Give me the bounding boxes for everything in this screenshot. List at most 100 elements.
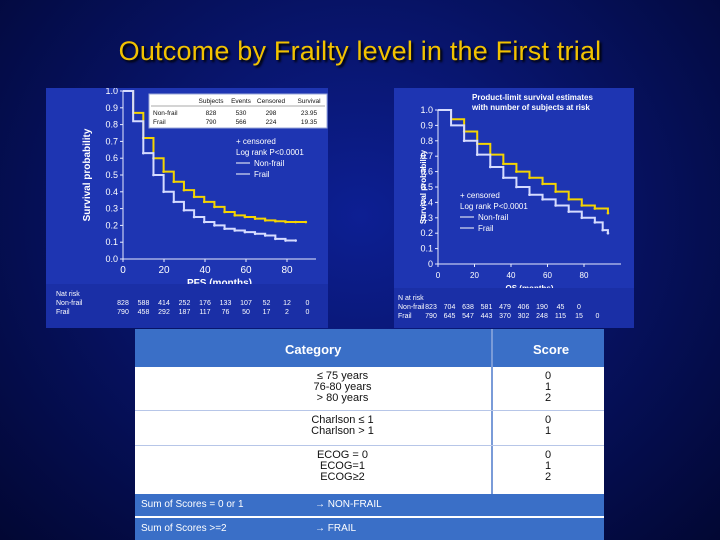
at-risk-value: 0 — [306, 300, 310, 307]
stats-header: Survival — [297, 98, 321, 105]
at-risk-value: 406 — [518, 304, 530, 311]
at-risk-value: 252 — [179, 300, 191, 307]
data-point-non-frail — [593, 207, 597, 210]
score-item: 2 — [544, 471, 552, 483]
column-divider — [491, 329, 493, 494]
data-point-frail — [475, 153, 479, 156]
at-risk-row-label: Non-frail — [398, 304, 425, 311]
y-tick-label: 0 — [428, 259, 433, 269]
at-risk-value: 292 — [158, 309, 170, 316]
stats-cell: 828 — [206, 110, 217, 117]
stats-cell: 530 — [236, 110, 247, 117]
rule-result: → FRAIL — [315, 523, 357, 534]
row-divider — [135, 410, 604, 411]
chart-title: with number of subjects at risk — [471, 103, 590, 112]
rule-result: → NON-FRAIL — [315, 499, 382, 510]
survival-curve-non-frail — [438, 109, 609, 214]
data-point-non-frail — [213, 205, 216, 209]
category-item: 76-80 years — [313, 381, 372, 393]
pfs-chart: 0.0 0.1 0.2 0.3 0.4 0.5 0.6 0.7 0.8 0.9 1.0 0 20 40 60… — [46, 88, 328, 328]
at-risk-value: 790 — [425, 313, 437, 320]
data-point-frail — [284, 239, 287, 242]
data-point-frail — [162, 190, 165, 194]
x-tick-label: 80 — [580, 271, 589, 280]
y-tick-label: 0.9 — [420, 120, 433, 130]
stats-cell: 566 — [236, 119, 247, 126]
stats-header: Censored — [257, 98, 286, 105]
table-header: Category Score — [135, 329, 604, 367]
at-risk-value: 0 — [306, 309, 310, 316]
y-tick-label: 0.3 — [420, 213, 433, 223]
data-point-non-frail — [294, 220, 297, 224]
frailty-score-table: Category Score ≤ 75 years 76-80 years > 80… — [135, 329, 604, 540]
data-point-non-frail — [263, 219, 267, 222]
legend-logrank: Log rank P<0.0001 — [460, 202, 528, 211]
stats-header: Subjects — [199, 98, 225, 105]
x-tick-label: 0 — [120, 265, 126, 276]
rule-row: Sum of Scores >=2 → FRAIL — [135, 518, 604, 540]
at-risk-value: 458 — [138, 309, 150, 316]
data-point-frail — [213, 224, 216, 227]
y-tick-label: 0.1 — [420, 244, 433, 254]
at-risk-value: 479 — [499, 304, 511, 311]
stats-cell: 790 — [206, 119, 217, 126]
y-tick-label: 0.2 — [420, 228, 433, 238]
data-point-non-frail — [192, 195, 196, 199]
at-risk-value: 107 — [240, 300, 252, 307]
pfs-chart-svg: 0.00.10.20.30.40.50.60.70.80.91.00 20 40 60… — [46, 88, 328, 328]
x-tick-label: 20 — [470, 271, 479, 280]
legend-non-frail: Non-frail — [478, 213, 508, 222]
data-point-non-frail — [253, 217, 257, 220]
data-point-frail — [192, 215, 196, 219]
data-point-non-frail — [567, 198, 571, 201]
data-point-frail — [223, 227, 226, 231]
row-divider — [135, 445, 604, 446]
x-tick-label: 40 — [199, 265, 211, 276]
category-item: Charlson > 1 — [311, 425, 374, 437]
data-point-frail — [142, 151, 145, 155]
x-tick-label: 0 — [436, 271, 441, 280]
data-point-frail — [263, 234, 267, 237]
y-tick-label: 0.6 — [105, 153, 118, 163]
x-tick-label: 20 — [158, 265, 170, 276]
x-tick-label: 40 — [507, 271, 516, 280]
survival-curve-non-frail — [123, 90, 306, 224]
data-point-non-frail — [541, 182, 544, 186]
legend-frail: Frail — [254, 170, 270, 179]
data-point-non-frail — [243, 215, 247, 219]
at-risk-row-label: Frail — [398, 313, 412, 320]
stats-table-background — [148, 93, 328, 129]
y-tick-label: 0.6 — [420, 167, 433, 177]
at-risk-value: 52 — [263, 300, 271, 307]
y-tick-label: 0.2 — [105, 220, 118, 230]
category-header: Category — [285, 342, 342, 357]
os-chart: 0 0.1 0.2 0.3 0.4 0.5 0.6 0.7 0.8 0.9 1.0 0 20 40 60 80… — [394, 88, 634, 328]
at-risk-value: 414 — [158, 300, 170, 307]
at-risk-value: 176 — [199, 300, 211, 307]
y-tick-label: 0.3 — [105, 204, 118, 214]
data-point-non-frail — [172, 180, 176, 184]
data-point-frail — [606, 231, 610, 235]
x-tick-label: 80 — [281, 265, 293, 276]
stats-cell: 224 — [266, 119, 277, 126]
y-tick-label: 0.8 — [420, 136, 433, 146]
y-tick-label: 0.4 — [420, 197, 433, 207]
at-risk-value: 645 — [444, 313, 456, 320]
category-item: ECOG=1 — [320, 460, 365, 472]
at-risk-value: 17 — [263, 309, 271, 316]
score-item: 0 — [544, 370, 552, 382]
data-point-non-frail — [202, 200, 206, 204]
data-point-frail — [274, 237, 277, 241]
stats-row-label: Frail — [153, 119, 166, 126]
at-risk-value: 133 — [220, 300, 232, 307]
at-risk-value: 187 — [179, 309, 191, 316]
data-point-non-frail — [233, 214, 237, 217]
data-point-non-frail — [502, 162, 505, 166]
data-point-non-frail — [182, 188, 186, 192]
at-risk-label: N at risk — [398, 295, 424, 302]
at-risk-value: 588 — [138, 300, 150, 307]
x-axis-label: PFS (months) — [187, 278, 252, 289]
y-tick-label: 0.4 — [105, 187, 118, 197]
legend-non-frail: Non-frail — [254, 159, 284, 168]
